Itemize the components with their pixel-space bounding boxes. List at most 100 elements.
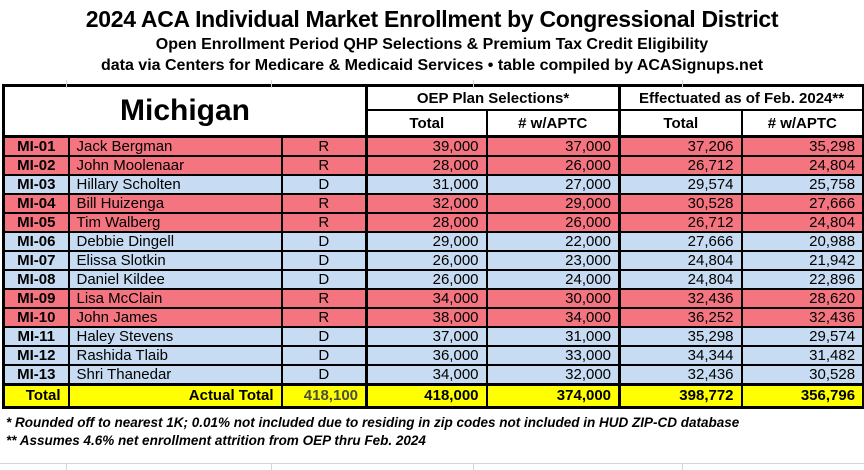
total-oep-total-cell: 418,000 [365,383,488,409]
table-header: Michigan OEP Plan Selections* Effectuate… [2,84,864,138]
eff-aptc-cell: 22,896 [740,269,864,290]
rep-cell: Debbie Dingell [67,231,283,252]
district-cell: MI-10 [2,307,70,328]
oep-total-cell: 31,000 [365,174,488,195]
table-row: MI-09 Lisa McClain R 34,000 30,000 32,436 28,6… [2,288,864,309]
oep-total-cell: 28,000 [365,155,488,176]
page-title: 2024 ACA Individual Market Enrollment by… [85,6,779,32]
table-row: MI-11 Haley Stevens D 37,000 31,000 35,298 29,… [2,326,864,347]
eff-aptc-cell: 28,620 [740,288,864,309]
oep-total-cell: 36,000 [365,345,488,366]
rep-cell: Jack Bergman [67,135,283,157]
district-cell: MI-04 [2,193,70,214]
subtitle-1: Open Enrollment Period QHP Selections & … [155,36,709,53]
table-row: MI-13 Shri Thanedar D 34,000 32,000 32,436 30,… [2,364,864,386]
subheader-oep-total: Total [365,109,488,138]
rep-cell: Hillary Scholten [67,174,283,195]
gridline-stub [682,464,683,470]
table-row: MI-02 John Moolenaar R 28,000 26,000 26,712 24… [2,155,864,176]
party-cell: R [280,193,368,214]
district-cell: MI-13 [2,364,70,386]
party-cell: R [280,135,368,157]
rep-cell: Shri Thanedar [67,364,283,386]
party-cell: R [280,155,368,176]
eff-total-cell: 34,344 [618,345,743,366]
table-row: MI-03 Hillary Scholten D 31,000 27,000 29,574… [2,174,864,195]
oep-aptc-cell: 23,000 [485,250,621,271]
gridline-stub [66,80,67,88]
total-row: Total Actual Total 418,100 418,000 374,0… [2,383,864,409]
footnote-2: ** Assumes 4.6% net enrollment attrition… [6,433,426,448]
subheader-oep-aptc: # w/APTC [485,109,621,138]
eff-total-cell: 30,528 [618,193,743,214]
gridline-stub [682,80,683,88]
party-cell: D [280,250,368,271]
eff-aptc-cell: 20,988 [740,231,864,252]
oep-aptc-cell: 22,000 [485,231,621,252]
eff-total-cell: 24,804 [618,269,743,290]
table-body: MI-01 Jack Bergman R 39,000 37,000 37,206 35,2… [2,135,864,386]
table-row: MI-05 Tim Walberg R 28,000 26,000 26,712 24,80… [2,212,864,233]
table-row: MI-12 Rashida Tlaib D 36,000 33,000 34,344 31,… [2,345,864,366]
eff-total-cell: 24,804 [618,250,743,271]
actual-total-value-cell: 418,100 [280,383,368,409]
rep-cell: Lisa McClain [67,288,283,309]
district-cell: MI-09 [2,288,70,309]
oep-aptc-cell: 24,000 [485,269,621,290]
gridline-stub [473,80,474,88]
gridline-stub [66,464,67,470]
eff-total-cell: 26,712 [618,155,743,176]
gridline-stub [473,464,474,470]
oep-total-cell: 38,000 [365,307,488,328]
eff-aptc-cell: 25,758 [740,174,864,195]
party-cell: D [280,269,368,290]
oep-aptc-cell: 27,000 [485,174,621,195]
gridline-horizontal [0,463,864,464]
oep-total-cell: 32,000 [365,193,488,214]
total-eff-total-cell: 398,772 [618,383,743,409]
eff-aptc-cell: 30,528 [740,364,864,386]
eff-aptc-cell: 32,436 [740,307,864,328]
total-eff-aptc-cell: 356,796 [740,383,864,409]
subheader-eff-aptc: # w/APTC [740,109,864,138]
eff-total-cell: 36,252 [618,307,743,328]
table-row: MI-08 Daniel Kildee D 26,000 24,000 24,804 22,… [2,269,864,290]
oep-total-cell: 37,000 [365,326,488,347]
oep-total-cell: 39,000 [365,135,488,157]
rep-cell: Tim Walberg [67,212,283,233]
oep-aptc-cell: 29,000 [485,193,621,214]
oep-total-cell: 26,000 [365,269,488,290]
eff-total-cell: 37,206 [618,135,743,157]
oep-total-cell: 29,000 [365,231,488,252]
eff-aptc-cell: 29,574 [740,326,864,347]
table-row: MI-07 Elissa Slotkin D 26,000 23,000 24,804 21… [2,250,864,271]
table-row: MI-10 John James R 38,000 34,000 36,252 32,436 [2,307,864,328]
party-cell: D [280,174,368,195]
district-cell: MI-01 [2,135,70,157]
table-row: MI-06 Debbie Dingell D 29,000 22,000 27,666 20… [2,231,864,252]
district-cell: MI-07 [2,250,70,271]
oep-aptc-cell: 33,000 [485,345,621,366]
oep-aptc-cell: 26,000 [485,155,621,176]
rep-cell: Elissa Slotkin [67,250,283,271]
oep-total-cell: 34,000 [365,288,488,309]
party-cell: R [280,307,368,328]
table-row: MI-04 Bill Huizenga R 32,000 29,000 30,528 27,… [2,193,864,214]
eff-total-cell: 29,574 [618,174,743,195]
eff-total-cell: 35,298 [618,326,743,347]
district-cell: MI-08 [2,269,70,290]
oep-total-cell: 34,000 [365,364,488,386]
party-cell: D [280,231,368,252]
table-row: MI-01 Jack Bergman R 39,000 37,000 37,206 35,2… [2,135,864,157]
page-header: 2024 ACA Individual Market Enrollment by… [0,0,864,76]
state-header-cell: Michigan [2,84,369,138]
eff-aptc-cell: 24,804 [740,212,864,233]
footnotes: * Rounded off to nearest 1K; 0.01% not i… [6,414,864,450]
footnote-1: * Rounded off to nearest 1K; 0.01% not i… [6,415,740,430]
eff-aptc-cell: 24,804 [740,155,864,176]
subtitle-2: data via Centers for Medicare & Medicaid… [100,57,764,74]
district-cell: MI-06 [2,231,70,252]
district-cell: MI-11 [2,326,70,347]
group-header-oep: OEP Plan Selections* [365,84,621,111]
rep-cell: John Moolenaar [67,155,283,176]
